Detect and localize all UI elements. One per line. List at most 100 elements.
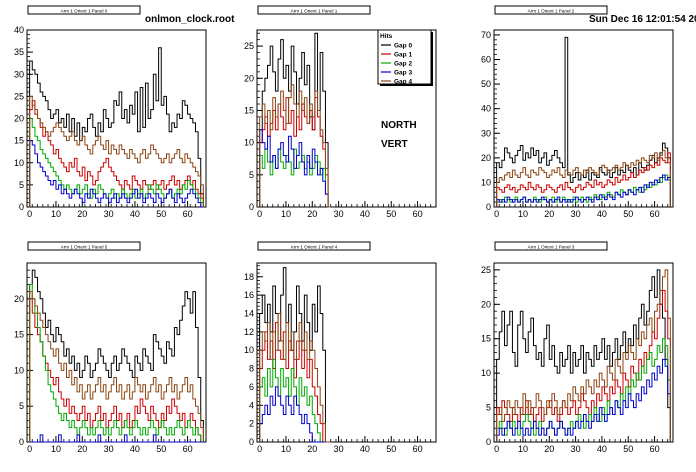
x-tick-label: 0	[494, 209, 499, 219]
y-tick-label: 15	[244, 105, 254, 115]
y-tick-label: 20	[481, 299, 491, 309]
panel-title: Arm 1 Orient 1 Panel 1	[291, 8, 338, 13]
x-tick-label: 40	[360, 444, 370, 454]
y-tick-label: 15	[14, 330, 24, 340]
y-tick-label: 0	[249, 437, 254, 447]
y-tick-label: 15	[481, 334, 491, 344]
x-tick-label: 50	[156, 444, 166, 454]
timestamp: Sun Dec 16 12:01:54 2007	[589, 14, 696, 25]
series-gap-2	[259, 358, 331, 443]
series-gap-4	[496, 149, 671, 207]
x-tick-label: 10	[518, 209, 528, 219]
histogram-panel-5: Arm 1 Orient 1 Panel 3 0 10 20 30 40 50 60 0 5 10 1…	[481, 241, 674, 454]
y-tick-label: 20	[14, 114, 24, 124]
y-tick-label: 5	[19, 401, 24, 411]
panel-title-box	[257, 241, 371, 251]
x-tick-label: 50	[623, 209, 633, 219]
x-tick-label: 50	[386, 209, 396, 219]
legend-title: Hits	[380, 33, 393, 40]
series-gap-1	[29, 298, 204, 443]
legend-entry-label: Gap 3	[394, 69, 412, 76]
legend-entry-label: Gap 2	[394, 60, 412, 67]
y-tick-label: 18	[244, 272, 254, 282]
y-tick-label: 25	[481, 265, 491, 275]
x-tick-label: 10	[51, 444, 61, 454]
y-tick-label: 0	[19, 437, 24, 447]
x-tick-label: 0	[27, 209, 32, 219]
panel-title-box	[257, 5, 371, 15]
y-tick-label: 25	[244, 41, 254, 51]
x-tick-label: 0	[494, 444, 499, 454]
y-tick-label: 16	[244, 290, 254, 300]
histogram-panel-2: Arm 1 Orient 1 Panel 2 0 10 20 30 40 50 60 0 10 20…	[481, 5, 674, 219]
x-tick-label: 20	[544, 209, 554, 219]
y-tick-label: 70	[481, 30, 491, 40]
x-tick-label: 30	[104, 444, 114, 454]
y-tick-label: 4	[249, 400, 254, 410]
y-tick-label: 30	[14, 69, 24, 79]
panel-title-box	[27, 5, 141, 15]
y-tick-label: 5	[19, 180, 24, 190]
legend-entry-label: Gap 0	[394, 42, 412, 49]
y-tick-label: 20	[14, 294, 24, 304]
y-tick-label: 20	[244, 73, 254, 83]
series-gap-0	[496, 36, 671, 207]
y-tick-label: 12	[244, 327, 254, 337]
histogram-panel-3: Arm 1 Orient 1 Panel 5 0 10 20 30 40 50 60 0 5 10 1…	[14, 241, 207, 454]
series-gap-4	[29, 95, 204, 207]
y-tick-label: 10	[244, 138, 254, 148]
x-tick-label: 30	[334, 444, 344, 454]
panel-title-box	[494, 5, 608, 15]
plot-frame	[493, 29, 674, 208]
y-tick-label: 40	[14, 25, 24, 35]
x-tick-label: 0	[27, 444, 32, 454]
x-tick-label: 0	[257, 209, 262, 219]
legend-box	[377, 29, 432, 85]
x-tick-label: 40	[130, 209, 140, 219]
overlay-line-north: NORTH	[381, 120, 417, 131]
x-tick-label: 60	[183, 444, 193, 454]
series-gap-1	[496, 290, 671, 442]
y-tick-label: 60	[481, 55, 491, 65]
x-tick-label: 0	[257, 444, 262, 454]
series-gap-2	[29, 283, 204, 443]
x-tick-label: 40	[597, 444, 607, 454]
x-tick-label: 60	[413, 209, 423, 219]
legend-entry-label: Gap 1	[394, 51, 412, 58]
y-tick-label: 0	[249, 202, 254, 212]
legend-entry-label: Gap 4	[394, 78, 412, 85]
file-label: onlmon_clock.root	[145, 14, 235, 25]
series-gap-3	[29, 140, 204, 208]
series-gap-3	[496, 174, 671, 207]
series-gap-4	[29, 291, 204, 442]
x-tick-label: 40	[360, 209, 370, 219]
x-tick-label: 10	[51, 209, 61, 219]
series-gap-1	[29, 100, 204, 207]
series-gap-4	[496, 269, 671, 442]
y-tick-label: 5	[249, 170, 254, 180]
y-tick-label: 30	[481, 128, 491, 138]
y-tick-label: 10	[14, 365, 24, 375]
overlay-line-vert: VERT	[381, 139, 408, 150]
panel-title: Arm 1 Orient 1 Panel 3	[528, 244, 575, 249]
y-tick-label: 5	[486, 403, 491, 413]
panel-title: Arm 1 Orient 1 Panel 5	[61, 244, 108, 249]
series-gap-2	[496, 338, 671, 442]
series-gap-0	[29, 269, 204, 442]
y-tick-label: 15	[14, 136, 24, 146]
y-tick-label: 20	[481, 153, 491, 163]
x-tick-label: 60	[650, 209, 660, 219]
y-tick-label: 50	[481, 79, 491, 89]
y-tick-label: 35	[14, 47, 24, 57]
series-gap-0	[29, 47, 204, 207]
x-tick-label: 20	[307, 209, 317, 219]
y-tick-label: 10	[481, 177, 491, 187]
y-tick-label: 25	[14, 91, 24, 101]
histogram-panel-1: Arm 1 Orient 1 Panel 1 0 10 20 30 40 50 60 0 5 10 1…	[244, 5, 437, 219]
y-tick-label: 10	[481, 368, 491, 378]
series-gap-4	[259, 84, 331, 208]
x-tick-label: 50	[623, 444, 633, 454]
y-tick-label: 40	[481, 104, 491, 114]
x-tick-label: 20	[544, 444, 554, 454]
series-gap-3	[29, 434, 204, 443]
